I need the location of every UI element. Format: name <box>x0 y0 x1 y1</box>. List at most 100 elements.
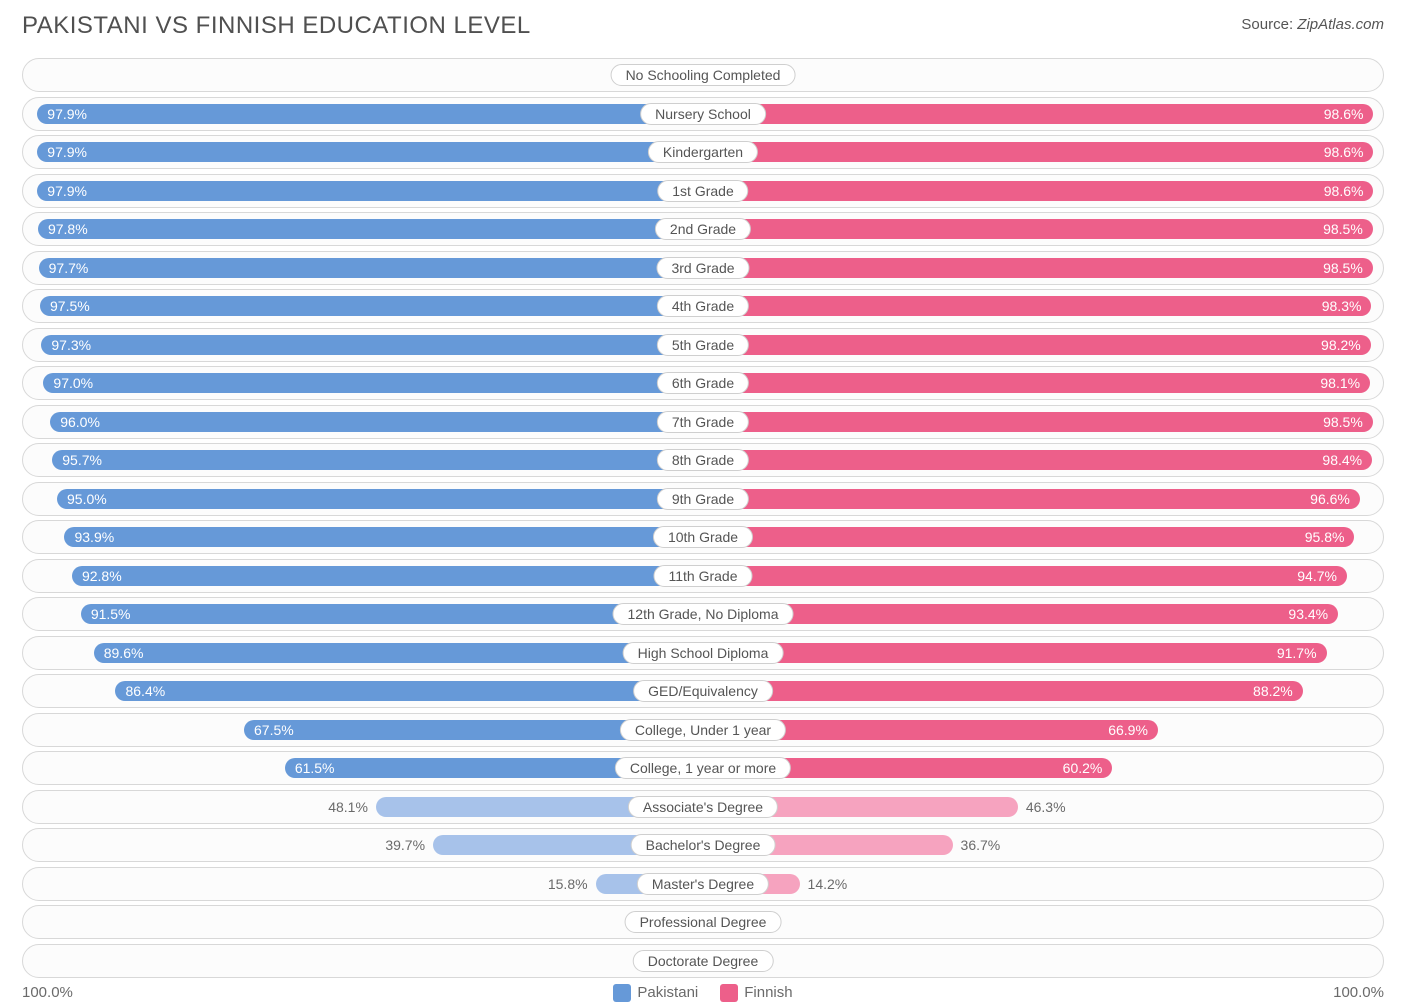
row-left-half: 48.1% <box>23 791 703 823</box>
chart-title: PAKISTANI VS FINNISH EDUCATION LEVEL <box>22 12 531 40</box>
category-pill: GED/Equivalency <box>633 680 773 702</box>
value-right: 60.2% <box>1053 760 1113 776</box>
category-pill: 9th Grade <box>657 488 749 510</box>
bar-left: 93.9% <box>64 527 703 547</box>
value-right: 96.6% <box>1300 491 1360 507</box>
chart-row: 2.1%1.5%No Schooling Completed <box>22 58 1384 92</box>
value-right: 91.7% <box>1267 645 1327 661</box>
row-left-half: 97.9% <box>23 175 703 207</box>
bar-left: 95.7% <box>52 450 703 470</box>
category-pill: No Schooling Completed <box>611 64 796 86</box>
row-left-half: 61.5% <box>23 752 703 784</box>
row-left-half: 15.8% <box>23 868 703 900</box>
bar-left: 91.5% <box>81 604 703 624</box>
row-left-half: 97.8% <box>23 213 703 245</box>
bar-left: 96.0% <box>50 412 703 432</box>
chart-row: 4.8%4.2%Professional Degree <box>22 905 1384 939</box>
bar-right: 98.5% <box>703 219 1373 239</box>
bar-left: 86.4% <box>115 681 703 701</box>
row-left-half: 93.9% <box>23 521 703 553</box>
chart-row: 97.0%98.1%6th Grade <box>22 366 1384 400</box>
chart-row: 97.7%98.5%3rd Grade <box>22 251 1384 285</box>
row-right-half: 88.2% <box>703 675 1383 707</box>
row-left-half: 2.0% <box>23 945 703 977</box>
bar-left: 97.0% <box>43 373 703 393</box>
legend-item-finnish: Finnish <box>720 984 792 1002</box>
row-right-half: 98.5% <box>703 213 1383 245</box>
row-right-half: 14.2% <box>703 868 1383 900</box>
chart-header: PAKISTANI VS FINNISH EDUCATION LEVEL Sou… <box>22 12 1384 40</box>
row-right-half: 1.5% <box>703 59 1383 91</box>
value-right: 88.2% <box>1243 683 1303 699</box>
bar-left: 97.3% <box>41 335 703 355</box>
category-pill: Associate's Degree <box>628 796 778 818</box>
chart-row: 48.1% 46.3% Associate's Degree <box>22 790 1384 824</box>
row-left-half: 4.8% <box>23 906 703 938</box>
chart-row: 97.9% 98.6%Nursery School <box>22 97 1384 131</box>
row-left-half: 86.4% <box>23 675 703 707</box>
chart-row: 96.0%98.5%7th Grade <box>22 405 1384 439</box>
value-right: 98.2% <box>1311 337 1371 353</box>
row-right-half: 98.3% <box>703 290 1383 322</box>
row-right-half: 98.4% <box>703 444 1383 476</box>
value-left: 93.9% <box>64 529 124 545</box>
row-right-half: 96.6% <box>703 483 1383 515</box>
axis-max-right: 100.0% <box>1333 984 1384 1001</box>
row-right-half: 98.6% <box>703 98 1383 130</box>
category-pill: College, Under 1 year <box>620 719 786 741</box>
row-left-half: 96.0% <box>23 406 703 438</box>
category-pill: 10th Grade <box>653 526 753 548</box>
category-pill: Nursery School <box>640 103 766 125</box>
category-pill: 7th Grade <box>657 411 749 433</box>
row-left-half: 67.5% <box>23 714 703 746</box>
source-label: Source: <box>1241 16 1293 33</box>
category-pill: 8th Grade <box>657 449 749 471</box>
category-pill: 12th Grade, No Diploma <box>613 603 794 625</box>
row-left-half: 97.9% <box>23 136 703 168</box>
bar-left: 97.9% <box>37 142 703 162</box>
value-right: 98.3% <box>1312 298 1372 314</box>
category-pill: Kindergarten <box>648 141 758 163</box>
row-left-half: 97.0% <box>23 367 703 399</box>
bar-right: 98.3% <box>703 296 1371 316</box>
category-pill: High School Diploma <box>623 642 784 664</box>
row-left-half: 92.8% <box>23 560 703 592</box>
row-left-half: 91.5% <box>23 598 703 630</box>
value-right: 46.3% <box>1026 799 1066 815</box>
value-right: 98.6% <box>1314 183 1374 199</box>
chart-row: 97.5%98.3%4th Grade <box>22 289 1384 323</box>
category-pill: 5th Grade <box>657 334 749 356</box>
value-left: 97.9% <box>37 106 97 122</box>
value-right: 14.2% <box>808 876 848 892</box>
chart-row: 67.5%66.9%College, Under 1 year <box>22 713 1384 747</box>
category-pill: Professional Degree <box>625 911 782 933</box>
chart-row: 86.4% 88.2% GED/Equivalency <box>22 674 1384 708</box>
row-right-half: 98.5% <box>703 406 1383 438</box>
value-left: 61.5% <box>285 760 345 776</box>
bar-left: 97.5% <box>40 296 703 316</box>
chart-row: 91.5%93.4%12th Grade, No Diploma <box>22 597 1384 631</box>
category-pill: 1st Grade <box>657 180 748 202</box>
chart-row: 89.6% 91.7% High School Diploma <box>22 636 1384 670</box>
row-left-half: 97.5% <box>23 290 703 322</box>
row-left-half: 89.6% <box>23 637 703 669</box>
row-left-half: 97.7% <box>23 252 703 284</box>
bar-left: 92.8% <box>72 566 703 586</box>
value-left: 89.6% <box>94 645 154 661</box>
row-left-half: 39.7% <box>23 829 703 861</box>
bar-right: 88.2% <box>703 681 1303 701</box>
value-left: 97.5% <box>40 298 100 314</box>
chart-row: 2.0%1.8%Doctorate Degree <box>22 944 1384 978</box>
row-right-half: 60.2% <box>703 752 1383 784</box>
row-right-half: 94.7% <box>703 560 1383 592</box>
value-right: 98.4% <box>1312 452 1372 468</box>
row-right-half: 98.6% <box>703 175 1383 207</box>
value-left: 97.8% <box>38 221 98 237</box>
category-pill: Bachelor's Degree <box>631 834 776 856</box>
value-left: 97.0% <box>43 375 103 391</box>
bar-right: 98.6% <box>703 104 1373 124</box>
legend-swatch-right <box>720 984 738 1002</box>
category-pill: 3rd Grade <box>656 257 749 279</box>
value-right: 98.1% <box>1310 375 1370 391</box>
bar-right: 98.5% <box>703 258 1373 278</box>
